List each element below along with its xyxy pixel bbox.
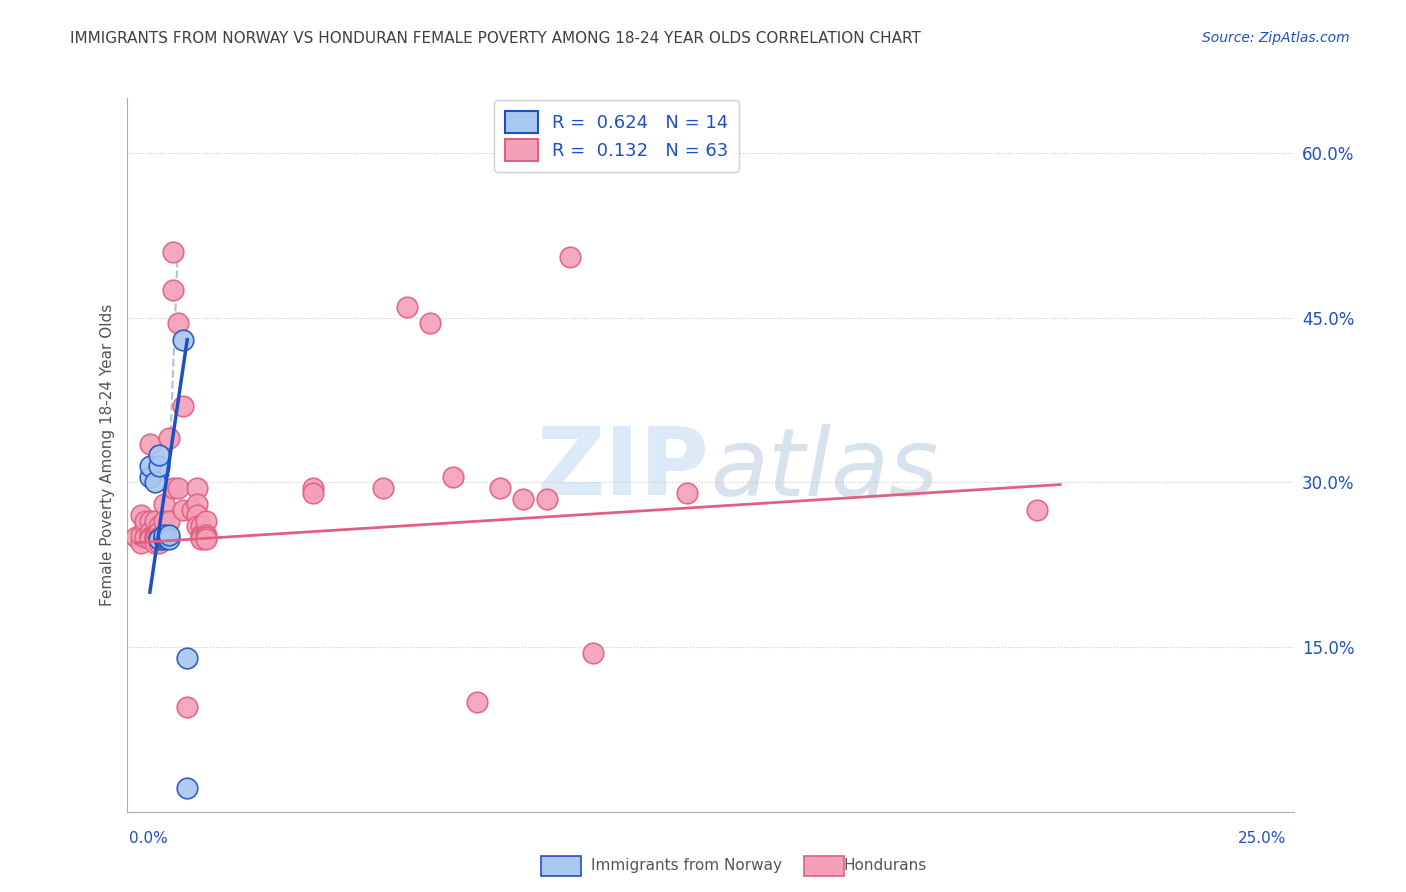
Point <box>143 475 166 490</box>
Point <box>395 300 418 314</box>
Point <box>582 646 605 660</box>
Point <box>157 432 180 446</box>
Point <box>190 530 212 544</box>
Point <box>153 533 176 547</box>
Point <box>134 514 156 528</box>
Point <box>139 524 162 539</box>
Point <box>190 519 212 533</box>
Text: 25.0%: 25.0% <box>1239 831 1286 846</box>
Point <box>139 458 162 473</box>
Point <box>143 530 166 544</box>
Point <box>139 533 162 547</box>
Point <box>465 695 488 709</box>
Point <box>157 533 180 547</box>
Point <box>176 700 198 714</box>
Text: atlas: atlas <box>710 424 938 515</box>
Point <box>143 528 166 542</box>
Point <box>139 530 162 544</box>
Point <box>512 491 534 506</box>
Point <box>194 530 217 544</box>
Point <box>190 533 212 547</box>
Point <box>125 530 148 544</box>
FancyBboxPatch shape <box>804 856 844 876</box>
Text: Source: ZipAtlas.com: Source: ZipAtlas.com <box>1202 31 1350 45</box>
Point <box>148 524 170 539</box>
Point <box>134 530 156 544</box>
Point <box>148 458 170 473</box>
Point <box>148 533 170 547</box>
Point <box>186 519 208 533</box>
Point <box>129 528 152 542</box>
Y-axis label: Female Poverty Among 18-24 Year Olds: Female Poverty Among 18-24 Year Olds <box>100 304 115 606</box>
Point <box>558 250 581 264</box>
Point <box>186 508 208 523</box>
Text: Immigrants from Norway: Immigrants from Norway <box>591 858 782 872</box>
Point <box>148 448 170 462</box>
Point <box>129 508 152 523</box>
Point <box>167 316 190 330</box>
Point <box>134 519 156 533</box>
Point <box>675 486 697 500</box>
Point <box>302 486 325 500</box>
Text: ZIP: ZIP <box>537 423 710 516</box>
Point <box>373 481 395 495</box>
Point <box>143 533 166 547</box>
Point <box>139 470 162 484</box>
Point <box>176 651 198 665</box>
Point <box>157 514 180 528</box>
Point <box>153 530 176 544</box>
Legend: R =  0.624   N = 14, R =  0.132   N = 63: R = 0.624 N = 14, R = 0.132 N = 63 <box>495 100 740 172</box>
Point <box>172 399 194 413</box>
Point <box>153 514 176 528</box>
Point <box>148 533 170 547</box>
Point <box>172 333 194 347</box>
Point <box>143 535 166 549</box>
Point <box>441 470 464 484</box>
Point <box>153 530 176 544</box>
Point <box>172 503 194 517</box>
Point <box>419 316 441 330</box>
Point <box>167 481 190 495</box>
Point <box>302 481 325 495</box>
Point <box>153 528 176 542</box>
Point <box>153 497 176 511</box>
Point <box>176 780 198 795</box>
Point <box>194 528 217 542</box>
Text: 0.0%: 0.0% <box>129 831 169 846</box>
Point <box>194 533 217 547</box>
FancyBboxPatch shape <box>541 856 581 876</box>
Point <box>489 481 512 495</box>
Point <box>186 481 208 495</box>
Text: Hondurans: Hondurans <box>844 858 927 872</box>
Point <box>162 283 184 297</box>
Point <box>129 535 152 549</box>
Point <box>186 497 208 511</box>
Point <box>536 491 558 506</box>
Point <box>148 530 170 544</box>
Point <box>190 528 212 542</box>
Point <box>1025 503 1047 517</box>
Point <box>139 437 162 451</box>
Point <box>162 244 184 259</box>
Point <box>180 503 202 517</box>
Point <box>148 519 170 533</box>
Point <box>139 514 162 528</box>
Point <box>157 528 180 542</box>
Text: IMMIGRANTS FROM NORWAY VS HONDURAN FEMALE POVERTY AMONG 18-24 YEAR OLDS CORRELAT: IMMIGRANTS FROM NORWAY VS HONDURAN FEMAL… <box>70 31 921 46</box>
Point <box>143 514 166 528</box>
Point <box>194 514 217 528</box>
Point <box>162 481 184 495</box>
Point <box>148 535 170 549</box>
